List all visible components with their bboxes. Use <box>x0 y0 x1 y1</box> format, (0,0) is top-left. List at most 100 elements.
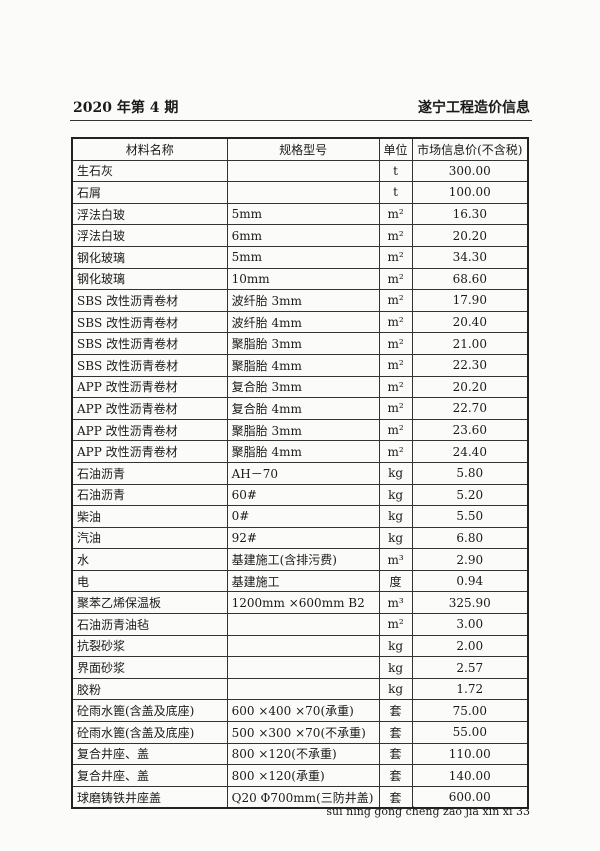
spec-cell: 复合胎 3mm <box>226 375 380 399</box>
publication-title: 遂宁工程造价信息 <box>418 100 530 116</box>
unit-cell: m³ <box>378 591 413 615</box>
price-cell: 1.72 <box>411 677 529 701</box>
table-row: 浮法白玻 5mm m² 16.30 <box>71 202 529 226</box>
unit-cell: 套 <box>378 764 413 787</box>
material-name-cell: 水 <box>71 548 228 571</box>
table-row: 球磨铸铁井座盖 Q20 Φ700mm(三防井盖) 套 600.00 <box>71 785 529 809</box>
spec-cell <box>226 656 380 679</box>
unit-cell: kg <box>378 677 413 701</box>
unit-cell: 套 <box>378 742 413 766</box>
price-cell: 5.20 <box>411 483 529 507</box>
material-name-cell: 砼雨水篦(含盖及底座) <box>71 721 228 744</box>
spec-cell: 800 ×120(不承重) <box>226 742 380 766</box>
issue-label: 2020 年第 4 期 <box>73 100 179 116</box>
unit-cell: 套 <box>378 699 413 723</box>
unit-cell: m² <box>378 397 413 420</box>
material-name-cell: 界面砂浆 <box>71 656 228 679</box>
spec-cell: 500 ×300 ×70(不承重) <box>226 721 380 744</box>
price-cell: 5.50 <box>411 505 529 528</box>
price-cell: 20.20 <box>411 375 529 399</box>
material-name-cell: 电 <box>71 569 228 593</box>
material-name-cell: APP 改性沥青卷材 <box>71 440 228 463</box>
col-header-spec: 规格型号 <box>226 137 380 161</box>
price-cell: 34.30 <box>411 245 529 269</box>
price-cell: 5.80 <box>411 461 529 485</box>
table-row: 钢化玻璃 10mm m² 68.60 <box>71 267 529 291</box>
unit-cell: kg <box>378 634 413 658</box>
table-row: 胶粉 kg 1.72 <box>71 677 529 701</box>
price-cell: 17.90 <box>411 289 529 312</box>
material-name-cell: 浮法白玻 <box>71 224 228 247</box>
table-row: 石油沥青 AH－70 kg 5.80 <box>71 461 529 485</box>
spec-cell: 5mm <box>226 245 380 269</box>
material-name-cell: 柴油 <box>71 505 228 528</box>
price-cell: 2.90 <box>411 548 529 571</box>
unit-cell: kg <box>378 505 413 528</box>
unit-cell: kg <box>378 656 413 679</box>
col-header-material: 材料名称 <box>71 137 228 161</box>
table-row: 柴油 0# kg 5.50 <box>71 505 529 528</box>
table-row: 浮法白玻 6mm m² 20.20 <box>71 224 529 247</box>
price-cell: 0.94 <box>411 569 529 593</box>
unit-cell: kg <box>378 483 413 507</box>
unit-cell: m² <box>378 267 413 291</box>
col-header-price: 市场信息价(不含税) <box>411 137 529 161</box>
spec-cell: 6mm <box>226 224 380 247</box>
material-name-cell: SBS 改性沥青卷材 <box>71 353 228 377</box>
spec-cell: 5mm <box>226 202 380 226</box>
price-cell: 3.00 <box>411 613 529 636</box>
unit-cell: m² <box>378 245 413 269</box>
price-cell: 140.00 <box>411 764 529 787</box>
material-name-cell: 砼雨水篦(含盖及底座) <box>71 699 228 723</box>
material-name-cell: APP 改性沥青卷材 <box>71 375 228 399</box>
material-name-cell: 抗裂砂浆 <box>71 634 228 658</box>
spec-cell: 波纤胎 3mm <box>226 289 380 312</box>
price-cell: 75.00 <box>411 699 529 723</box>
table-row: 砼雨水篦(含盖及底座) 600 ×400 ×70(承重) 套 75.00 <box>71 699 529 723</box>
page-footer: sui ning gong cheng zao jia xin xi 33 <box>326 805 530 818</box>
spec-cell: 0# <box>226 505 380 528</box>
spec-cell <box>226 634 380 658</box>
table-row: 复合井座、盖 800 ×120(不承重) 套 110.00 <box>71 742 529 766</box>
price-table: 材料名称 规格型号 单位 市场信息价(不含税) 生石灰 t 300.00 石屑 t 100… <box>71 137 529 810</box>
price-cell: 20.20 <box>411 224 529 247</box>
spec-cell <box>226 159 380 183</box>
unit-cell: t <box>378 159 413 183</box>
price-cell: 16.30 <box>411 202 529 226</box>
material-name-cell: 汽油 <box>71 526 228 550</box>
unit-cell: m² <box>378 375 413 399</box>
spec-cell <box>226 181 380 204</box>
table-row: SBS 改性沥青卷材 聚脂胎 4mm m² 22.30 <box>71 353 529 377</box>
table-row: 界面砂浆 kg 2.57 <box>71 656 529 679</box>
material-name-cell: 石油沥青油毡 <box>71 613 228 636</box>
unit-cell: kg <box>378 526 413 550</box>
spec-cell: 基建施工 <box>226 569 380 593</box>
spec-cell: 800 ×120(承重) <box>226 764 380 787</box>
price-cell: 600.00 <box>411 785 529 809</box>
table-row: 砼雨水篦(含盖及底座) 500 ×300 ×70(不承重) 套 55.00 <box>71 721 529 744</box>
unit-cell: m² <box>378 440 413 463</box>
spec-cell: 聚脂胎 3mm <box>226 418 380 442</box>
price-cell: 2.57 <box>411 656 529 679</box>
material-name-cell: 石油沥青 <box>71 461 228 485</box>
material-name-cell: SBS 改性沥青卷材 <box>71 289 228 312</box>
spec-cell: AH－70 <box>226 461 380 485</box>
table-row: SBS 改性沥青卷材 波纤胎 3mm m² 17.90 <box>71 289 529 312</box>
table-row: 石油沥青油毡 m² 3.00 <box>71 613 529 636</box>
table-row: APP 改性沥青卷材 聚脂胎 4mm m² 24.40 <box>71 440 529 463</box>
material-name-cell: 浮法白玻 <box>71 202 228 226</box>
material-name-cell: 复合井座、盖 <box>71 742 228 766</box>
price-cell: 55.00 <box>411 721 529 744</box>
material-name-cell: 球磨铸铁井座盖 <box>71 785 228 809</box>
table-row: 生石灰 t 300.00 <box>71 159 529 183</box>
price-cell: 2.00 <box>411 634 529 658</box>
unit-cell: 套 <box>378 785 413 809</box>
price-cell: 325.90 <box>411 591 529 615</box>
unit-cell: m² <box>378 353 413 377</box>
table-row: 石油沥青 60# kg 5.20 <box>71 483 529 507</box>
table-row: 抗裂砂浆 kg 2.00 <box>71 634 529 658</box>
unit-cell: m² <box>378 418 413 442</box>
table-row: APP 改性沥青卷材 复合胎 3mm m² 20.20 <box>71 375 529 399</box>
spec-cell <box>226 677 380 701</box>
unit-cell: m³ <box>378 548 413 571</box>
